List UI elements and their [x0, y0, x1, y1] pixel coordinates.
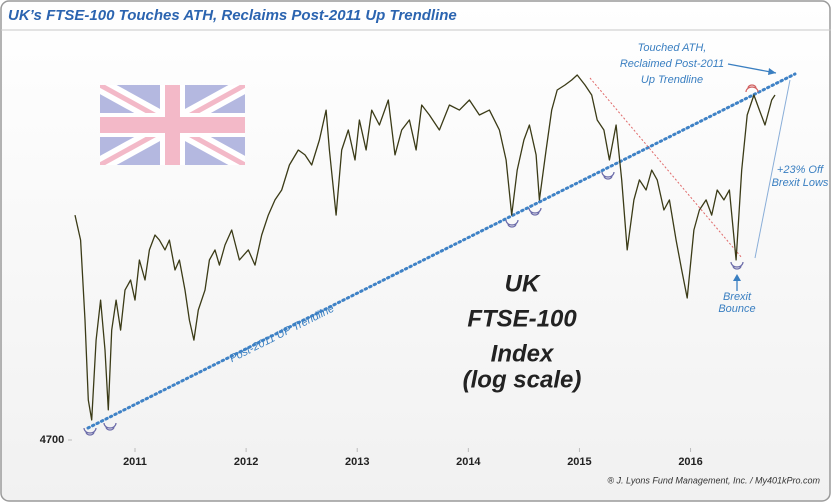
union-flag — [100, 85, 245, 165]
x-tick-label: 2015 — [567, 456, 591, 468]
scale-label: (log scale) — [463, 366, 582, 393]
gain-bracket — [754, 79, 791, 259]
x-tick-label: 2014 — [456, 456, 481, 468]
y-tick-label: 4700 — [40, 434, 64, 446]
downtrend-line — [589, 77, 743, 259]
ath-note: Reclaimed Post-2011 — [620, 58, 724, 70]
bounce-note: Bounce — [718, 303, 755, 315]
gain-note: Brexit Lows — [772, 177, 829, 189]
uptrend-line — [86, 72, 797, 430]
chart-title: UK’s FTSE-100 Touches ATH, Reclaims Post… — [8, 7, 457, 24]
x-tick-label: 2012 — [234, 456, 258, 468]
ath-note: Touched ATH, — [638, 42, 707, 54]
index-label: UK — [505, 270, 541, 297]
x-tick-label: 2011 — [123, 456, 147, 468]
bounce-arrow-head — [733, 274, 741, 281]
bounce-note: Brexit — [723, 291, 752, 303]
index-label: Index — [491, 340, 555, 367]
turn-markers — [83, 84, 759, 436]
x-tick-label: 2016 — [678, 456, 702, 468]
source: ® J. Lyons Fund Management, Inc. / My401… — [607, 475, 820, 485]
x-tick-label: 2013 — [345, 456, 369, 468]
gain-note: +23% Off — [777, 164, 824, 176]
ath-arrow — [727, 63, 777, 74]
ath-note: Up Trendline — [641, 74, 703, 86]
ath-arrow-head — [768, 68, 776, 75]
index-label: FTSE-100 — [467, 305, 577, 332]
price-line — [74, 74, 776, 421]
